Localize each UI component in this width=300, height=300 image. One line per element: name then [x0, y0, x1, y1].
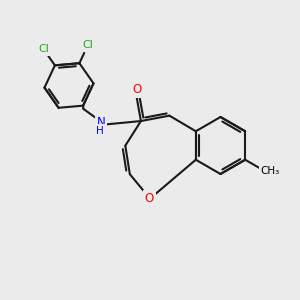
Text: CH₃: CH₃	[261, 166, 280, 176]
Text: Cl: Cl	[38, 44, 49, 54]
Text: O: O	[145, 192, 154, 205]
Text: O: O	[133, 83, 142, 96]
Text: N: N	[97, 116, 106, 129]
Text: Cl: Cl	[82, 40, 93, 50]
Text: H: H	[96, 126, 104, 136]
